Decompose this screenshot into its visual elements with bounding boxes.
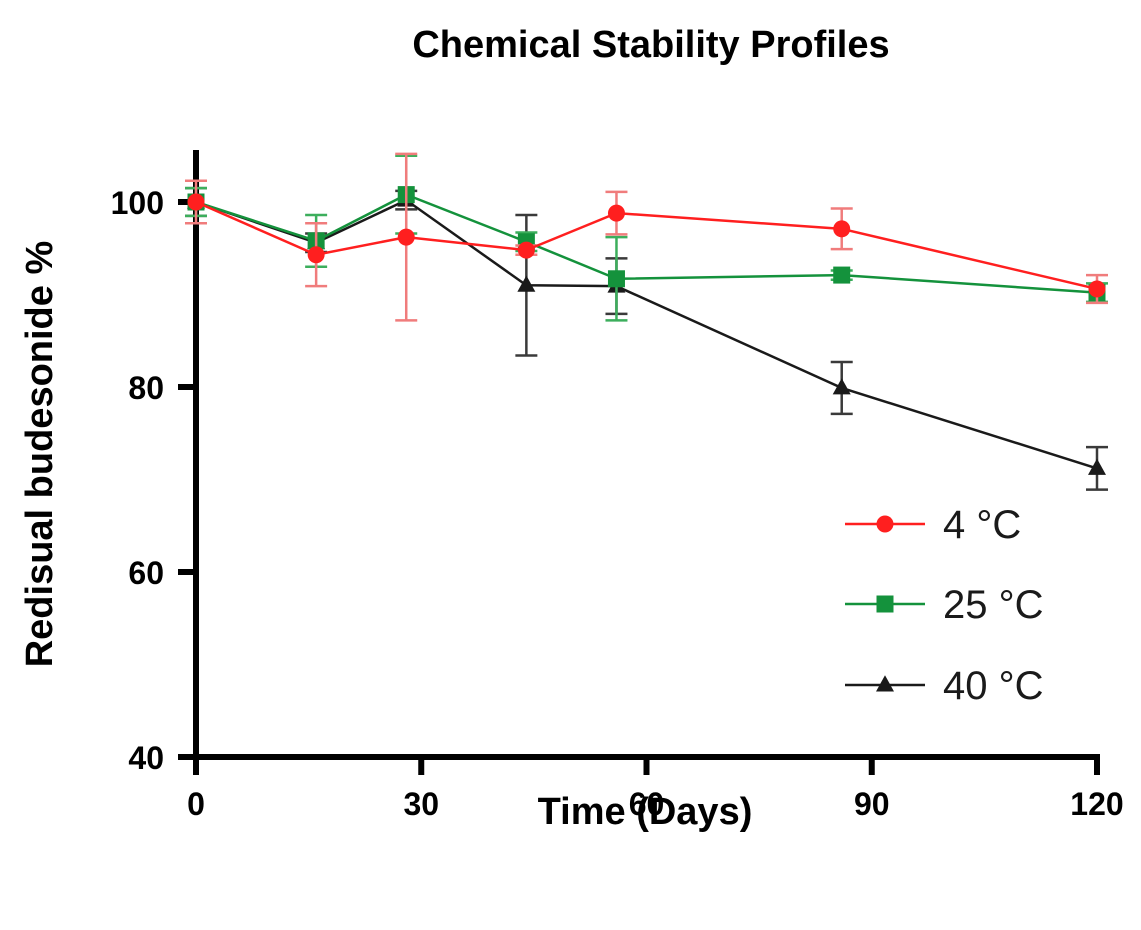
chart-title: Chemical Stability Profiles <box>412 24 889 66</box>
series-1 <box>185 152 1108 322</box>
data-point <box>517 275 536 292</box>
x-axis: 0 30 60 90 120 <box>187 754 1124 822</box>
data-point <box>517 241 535 259</box>
series-line <box>195 200 1098 291</box>
y-tick-label: 100 <box>111 185 164 221</box>
x-tick-label: 120 <box>1070 786 1123 822</box>
series-layer <box>185 152 1108 491</box>
data-point <box>833 266 851 284</box>
x-ticks: 0 30 60 90 120 <box>187 757 1124 822</box>
legend: 4 °C 25 °C 40 °C <box>845 503 1044 708</box>
legend-label: 40 °C <box>943 664 1044 708</box>
legend-marker <box>876 595 894 613</box>
legend-marker <box>876 675 894 692</box>
series-line <box>195 198 1098 470</box>
x-tick-label: 60 <box>629 786 665 822</box>
x-axis-title: Time (Days) <box>538 791 753 833</box>
x-tick-label: 30 <box>403 786 439 822</box>
legend-marker <box>876 515 894 533</box>
data-point <box>607 204 625 222</box>
legend-label: 25 °C <box>943 583 1044 627</box>
y-axis-title: Redisual budesonide % <box>19 241 61 668</box>
y-tick-label: 80 <box>128 370 164 406</box>
data-point <box>397 228 415 246</box>
data-point <box>187 193 205 211</box>
data-point <box>1088 280 1106 298</box>
legend-item: 40 °C <box>845 664 1044 708</box>
y-tick-label: 60 <box>128 555 164 591</box>
data-point <box>833 220 851 238</box>
series-line <box>195 193 1098 294</box>
data-point <box>307 246 325 264</box>
data-point <box>1088 458 1106 475</box>
y-axis: 40 60 80 100 <box>111 150 199 776</box>
x-tick-label: 0 <box>187 786 205 822</box>
legend-item: 25 °C <box>845 583 1044 627</box>
data-point <box>607 270 625 288</box>
data-point <box>832 378 851 395</box>
y-tick-label: 40 <box>128 740 164 776</box>
y-ticks: 40 60 80 100 <box>111 185 196 776</box>
x-tick-label: 90 <box>854 786 890 822</box>
legend-item: 4 °C <box>845 503 1021 547</box>
legend-label: 4 °C <box>943 503 1021 547</box>
series-2 <box>185 154 1108 322</box>
